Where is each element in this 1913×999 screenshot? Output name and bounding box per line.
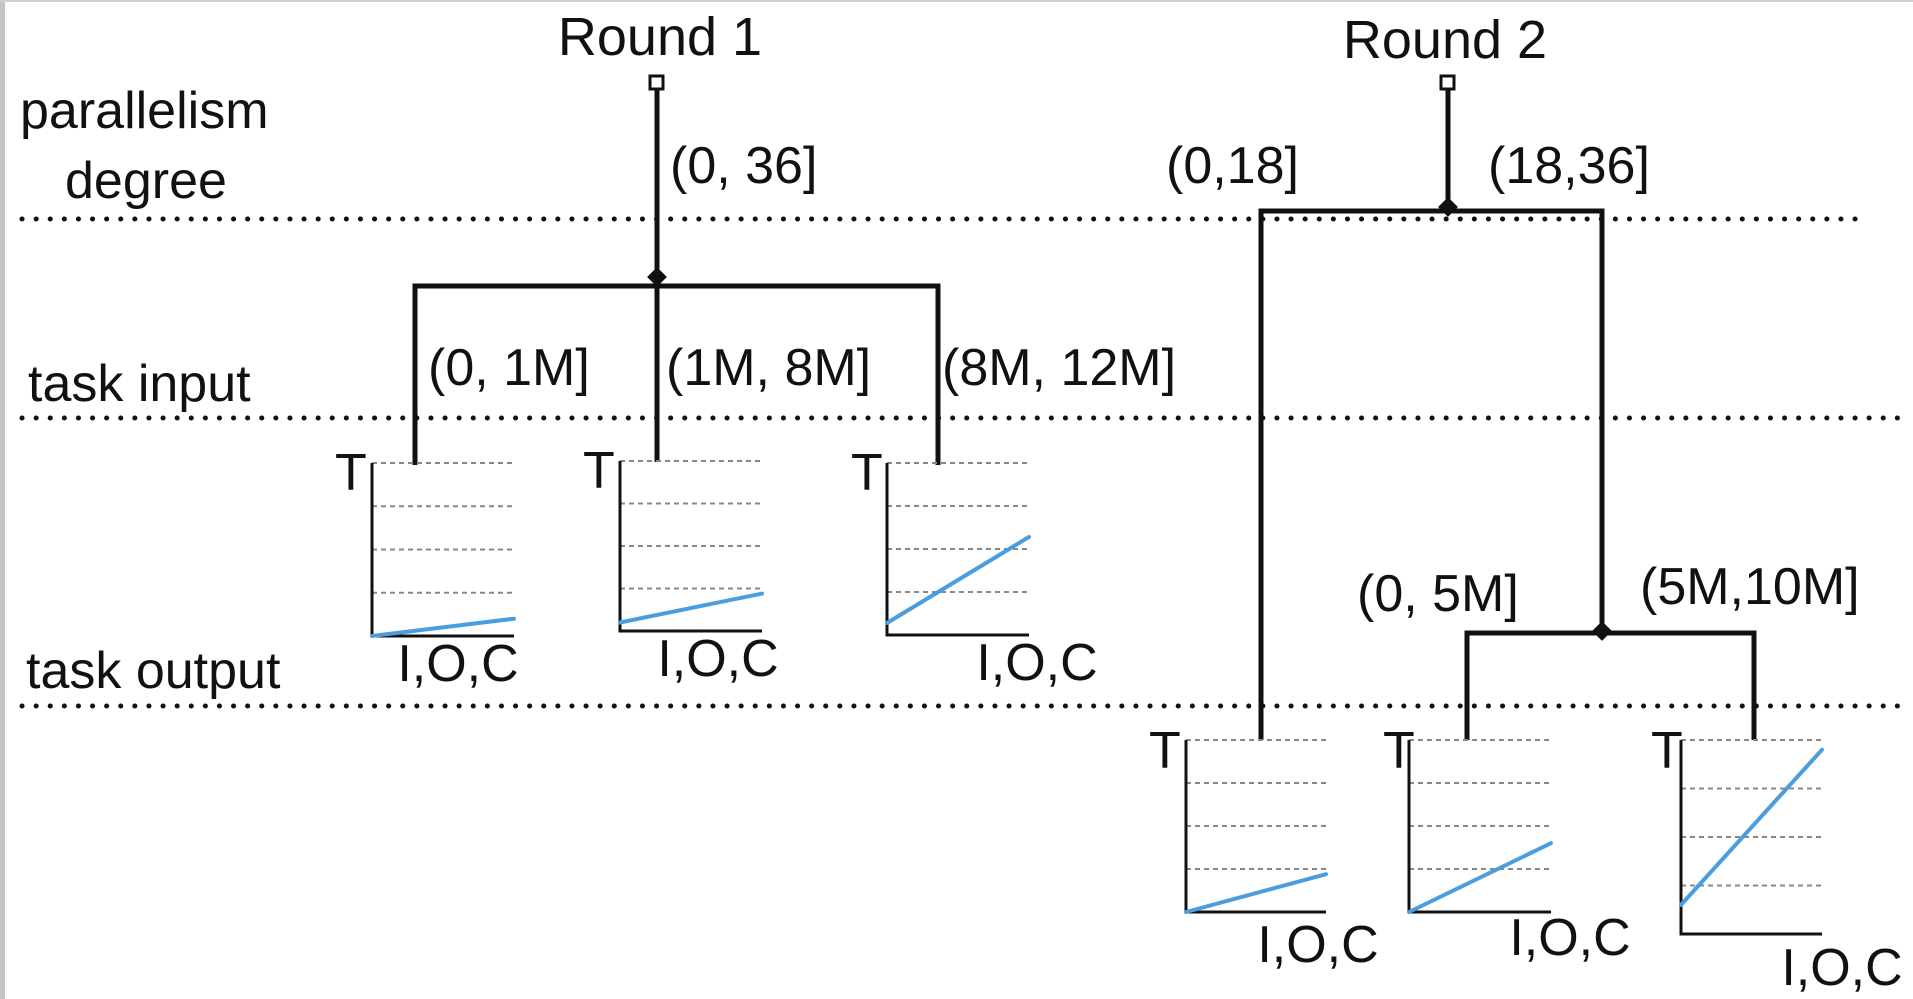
mini-chart-1: T I,O,C — [335, 444, 519, 693]
round1-branches — [412, 283, 941, 465]
mini-chart-trend-line — [618, 591, 764, 625]
mini-chart-6: T I,O,C — [1651, 722, 1903, 997]
mini-chart-axes — [618, 461, 762, 633]
left-border — [0, 0, 5, 999]
mini-chart-y-label: T — [1651, 722, 1683, 780]
mini-chart-x-label: I,O,C — [397, 635, 518, 693]
mini-chart-trend-line — [1679, 747, 1824, 907]
top-border — [0, 0, 1913, 2]
mini-chart-trend-line — [370, 616, 516, 638]
mini-chart-trend-line — [885, 534, 1031, 625]
mini-chart-x-label: I,O,C — [1257, 916, 1378, 974]
round1-split-node — [647, 267, 667, 287]
round1-root-node — [648, 74, 665, 91]
round1-title: Round 1 — [558, 7, 762, 67]
row-label-parallelism: parallelism — [20, 82, 269, 140]
round2-root-node — [1439, 74, 1456, 91]
round1-input-range-3: (8M, 12M] — [942, 339, 1176, 397]
row-label-task-output: task output — [26, 642, 281, 700]
mini-chart-x-label: I,O,C — [1509, 909, 1630, 967]
round1-input-range-1: (0, 1M] — [428, 339, 590, 397]
mini-chart-4: T I,O,C — [1149, 722, 1379, 974]
mini-chart-y-label: T — [335, 444, 367, 502]
mini-chart-trend-line — [1407, 841, 1553, 914]
round2-output-branches — [1464, 630, 1757, 740]
mini-chart-x-label: I,O,C — [657, 630, 778, 688]
round2-title: Round 2 — [1343, 10, 1547, 70]
mini-chart-y-label: T — [583, 442, 615, 500]
mini-chart-y-label: T — [1383, 722, 1415, 780]
round1-tree: Round 1 (0, 36] (0, 1M] (1M, 8M] (8M, 12… — [412, 7, 1176, 465]
round1-parallelism-range: (0, 36] — [670, 137, 817, 195]
round2-parallelism-range-1: (0,18] — [1166, 137, 1299, 195]
mini-chart-axes — [1679, 740, 1822, 936]
round1-input-range-2: (1M, 8M] — [666, 339, 871, 397]
mini-chart-y-label: T — [851, 444, 883, 502]
mini-chart-x-label: I,O,C — [1781, 939, 1902, 997]
round2-tree: Round 2 (0,18] (18,36] (0, 5M] (5M,10M] — [1166, 10, 1860, 740]
round2-output-range-1: (0, 5M] — [1357, 565, 1519, 623]
mini-chart-5: T I,O,C — [1383, 722, 1631, 967]
mini-chart-x-label: I,O,C — [976, 634, 1097, 692]
mini-charts: T I,O,C T I,O,C T I,O,C T I,O,C T I,O,C T I,O,C — [335, 442, 1903, 997]
mini-chart-2: T I,O,C — [583, 442, 779, 688]
round2-parallelism-range-2: (18,36] — [1488, 137, 1650, 195]
row-label-task-input: task input — [28, 355, 251, 413]
mini-chart-axes — [885, 463, 1029, 637]
round2-split-node — [1438, 197, 1458, 217]
round2-output-range-2: (5M,10M] — [1640, 558, 1860, 616]
mini-chart-y-label: T — [1149, 722, 1181, 780]
row-label-degree: degree — [65, 152, 227, 210]
mini-chart-trend-line — [1184, 872, 1328, 914]
round2-branches — [1258, 208, 1605, 740]
mini-chart-3: T I,O,C — [851, 444, 1098, 692]
